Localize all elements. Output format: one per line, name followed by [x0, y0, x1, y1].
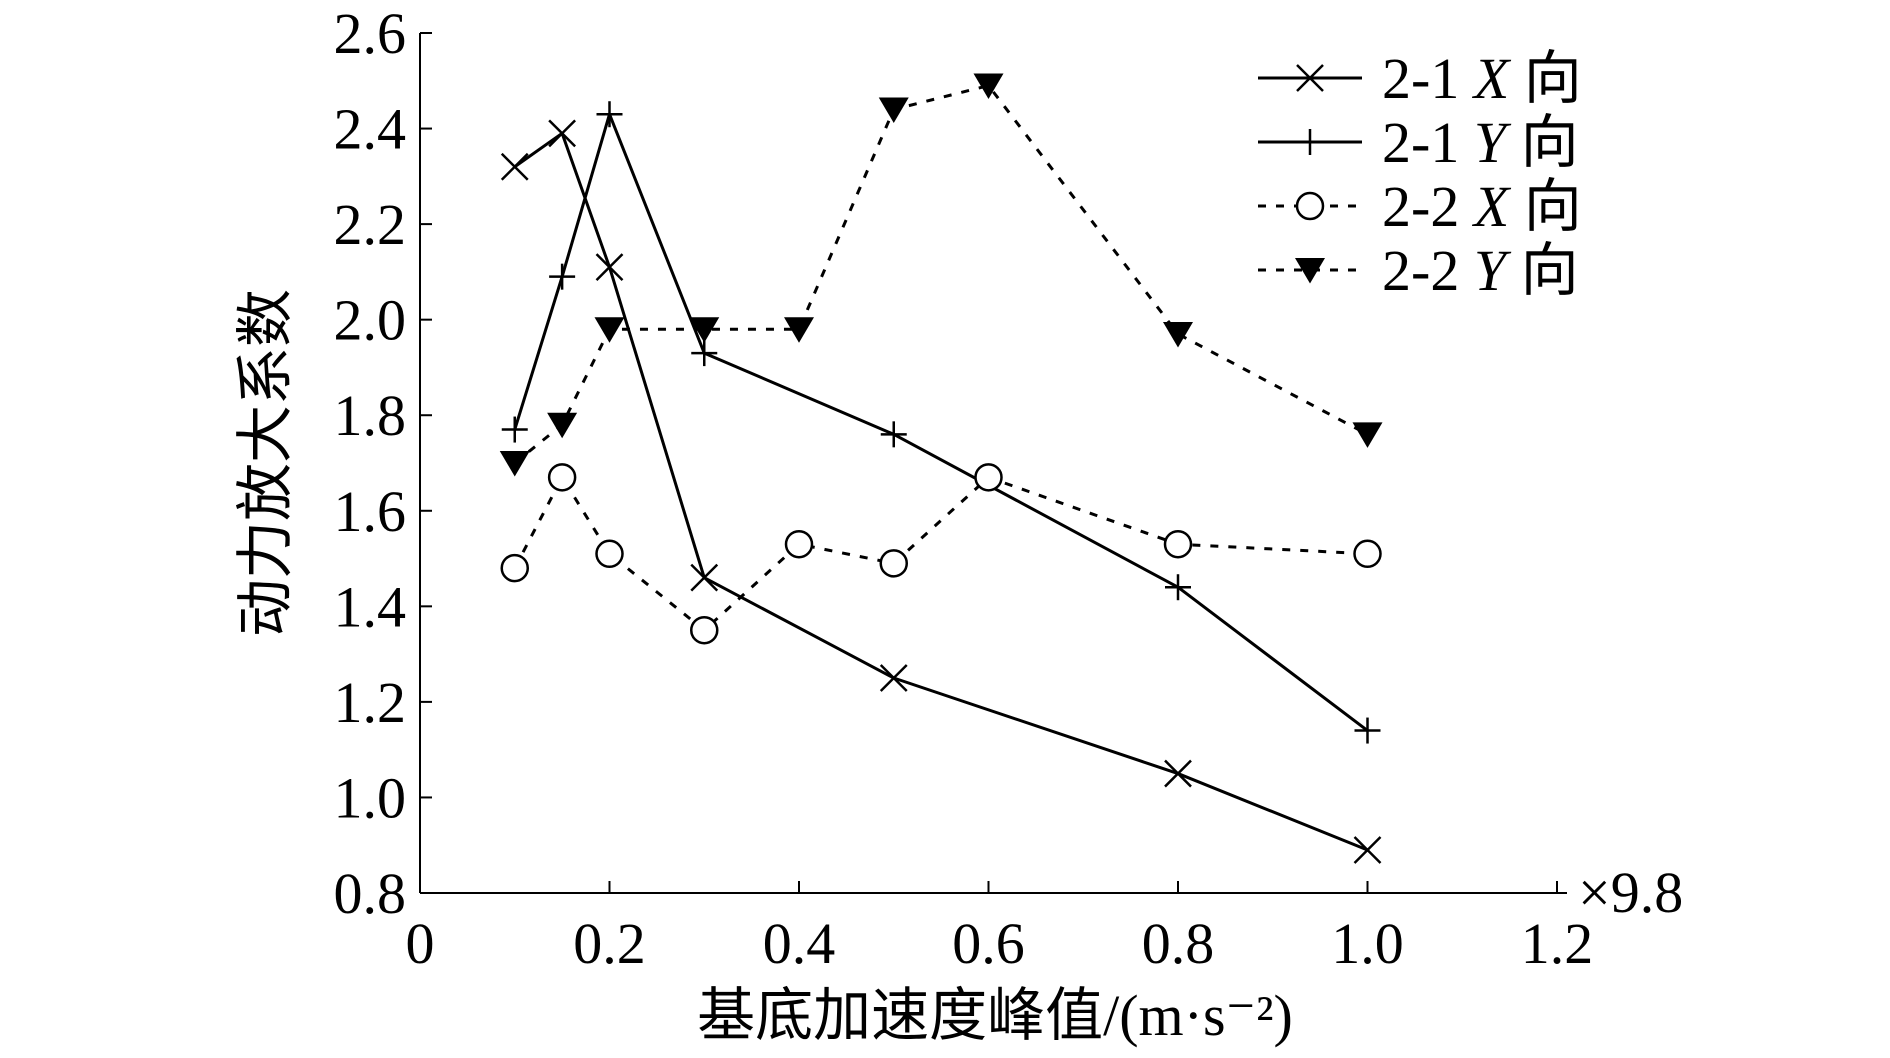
legend-label: 2-2 Y 向: [1382, 238, 1579, 303]
y-tick-label: 1.4: [334, 574, 407, 639]
axes: [419, 33, 1567, 894]
x-tick-label: 1.0: [1331, 911, 1404, 976]
series-line: [513, 131, 1369, 852]
legend-label: 2-1 X 向: [1382, 46, 1582, 111]
y-tick-label: 1.2: [334, 670, 407, 735]
y-tick-label: 1.6: [334, 479, 407, 544]
data-point: [973, 73, 1004, 100]
legend-marker: [1296, 64, 1324, 92]
y-tick-label: 0.8: [334, 861, 407, 926]
data-point: [595, 253, 624, 281]
data-point: [1354, 717, 1381, 744]
series-line: [513, 112, 1369, 732]
data-point: [1353, 539, 1382, 569]
data-point: [690, 615, 719, 645]
data-point: [1353, 836, 1382, 864]
x-ticks: 0 0.2 0.4 0.6 0.8 1.0 1.2: [406, 881, 1594, 976]
data-point: [690, 563, 719, 592]
data-point: [500, 553, 529, 583]
data-point: [1163, 529, 1193, 559]
x-tick-label: 0.8: [1142, 911, 1215, 976]
data-point: [499, 451, 530, 477]
series-2: [501, 101, 1381, 744]
y-tick-label: 1.8: [334, 383, 407, 448]
x-axis-title: 基底加速度峰值/(m·s⁻²): [697, 983, 1293, 1048]
legend-item: 2-1 X 向: [1258, 46, 1582, 111]
data-point: [547, 412, 578, 439]
legend-marker: [1297, 129, 1323, 155]
legend-label: 2-2 X 向: [1382, 174, 1582, 239]
data-point: [880, 421, 907, 448]
x-tick-label: 0: [406, 911, 435, 976]
series-line: [513, 84, 1369, 465]
data-point: [594, 317, 625, 343]
legend-marker: [1295, 191, 1325, 221]
data-point: [691, 340, 718, 367]
y-tick-label: 2.4: [334, 97, 407, 162]
legend-item: 2-1 Y 向: [1258, 110, 1579, 175]
legend: 2-1 X 向2-1 Y 向2-2 X 向2-2 Y 向: [1258, 46, 1582, 303]
data-point: [1163, 322, 1193, 348]
data-point: [548, 119, 577, 148]
x-tick-label: 0.2: [573, 911, 646, 976]
legend-item: 2-2 Y 向: [1258, 238, 1579, 303]
data-point: [501, 416, 528, 443]
data-point: [784, 529, 814, 559]
y-ticks: 0.8 1.0 1.2 1.4 1.6 1.8 2.0 2.2 2.4 2.6: [334, 1, 432, 926]
legend-marker: [1295, 258, 1325, 284]
x-tick-label: 1.2: [1521, 911, 1594, 976]
data-point: [1352, 422, 1383, 448]
series-3: [500, 463, 1382, 645]
series-line: [513, 475, 1368, 632]
data-point: [595, 539, 624, 569]
x-multiplier-label: ×9.8: [1578, 860, 1683, 925]
series-4: [499, 73, 1383, 477]
data-point: [596, 101, 623, 128]
y-tick-label: 2.6: [334, 1, 407, 66]
y-tick-label: 2.2: [334, 192, 407, 257]
data-point: [974, 463, 1003, 492]
y-axis-title: 动力放大系数: [233, 289, 298, 637]
data-point: [878, 97, 909, 123]
data-point: [547, 463, 577, 492]
data-point: [1164, 759, 1192, 788]
data-point: [549, 263, 576, 290]
series-layer: [499, 73, 1383, 864]
x-tick-label: 0.4: [763, 911, 836, 976]
data-point: [879, 664, 908, 692]
y-tick-label: 2.0: [334, 288, 407, 353]
data-point: [784, 317, 814, 343]
data-point: [500, 152, 529, 181]
legend-label: 2-1 Y 向: [1382, 110, 1579, 175]
data-point: [1165, 574, 1191, 601]
x-tick-label: 0.6: [952, 911, 1025, 976]
y-tick-label: 1.0: [334, 765, 407, 830]
data-point: [879, 549, 908, 578]
series-1: [500, 119, 1382, 864]
legend-item: 2-2 X 向: [1258, 174, 1582, 239]
data-point: [689, 317, 720, 343]
